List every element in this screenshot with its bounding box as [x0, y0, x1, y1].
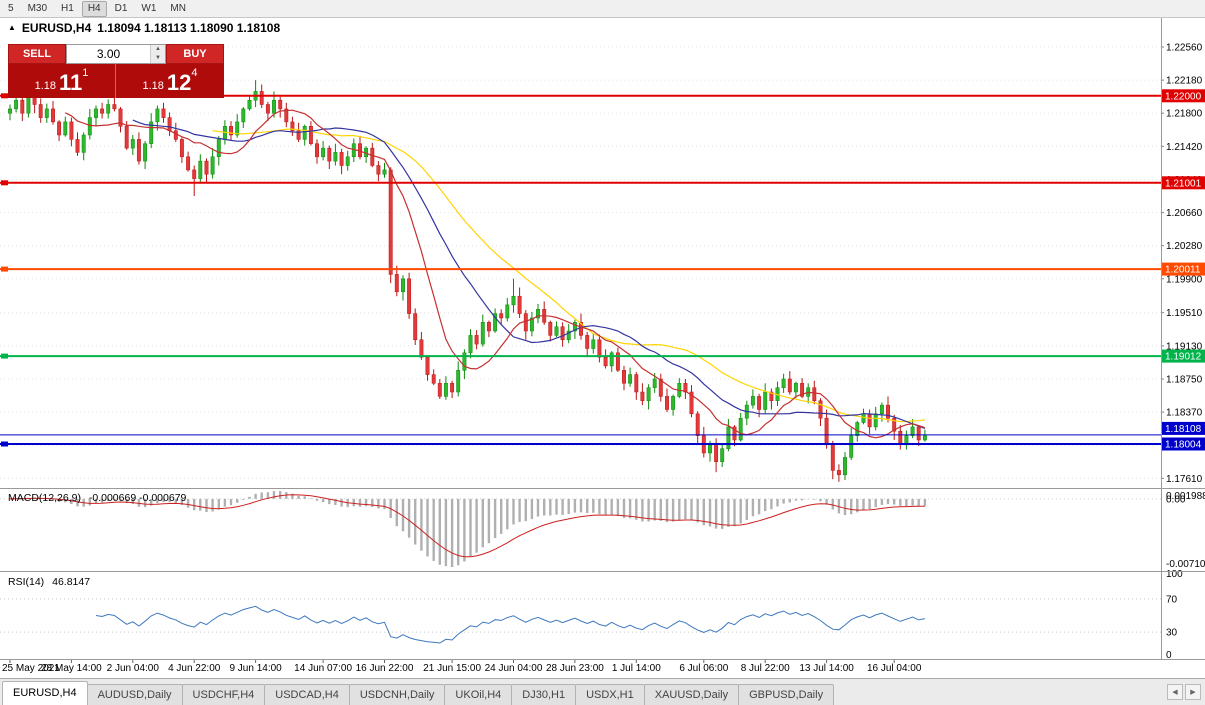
timeframe-button-m30[interactable]: M30 — [27, 2, 48, 14]
buy-button[interactable]: BUY — [166, 44, 224, 64]
svg-text:1.20280: 1.20280 — [1166, 241, 1203, 252]
tab-scroll-right-button[interactable]: ▶ — [1185, 684, 1201, 700]
timeframe-button-mn[interactable]: MN — [170, 2, 186, 14]
svg-text:0.001988: 0.001988 — [1166, 491, 1205, 502]
svg-text:25 May 2021: 25 May 2021 — [2, 663, 60, 674]
svg-text:1.21420: 1.21420 — [1166, 142, 1203, 153]
chart-tab-bar: EURUSD,H4 AUDUSD,Daily USDCHF,H4 USDCAD,H4 U… — [0, 678, 1205, 705]
timeframe-button-5[interactable]: 5 — [8, 2, 14, 14]
chart-tab-audusd-daily[interactable]: AUDUSD,Daily — [86, 684, 183, 705]
svg-text:1.18004: 1.18004 — [1165, 440, 1202, 451]
svg-text:2 Jun 04:00: 2 Jun 04:00 — [107, 663, 160, 674]
sell-price-base: 1.18 — [34, 80, 57, 92]
svg-text:1.19012: 1.19012 — [1165, 352, 1202, 363]
sell-price-point: 1 — [82, 67, 89, 79]
chart-tab-usdx-h1[interactable]: USDX,H1 — [575, 684, 645, 705]
buy-price-base: 1.18 — [142, 80, 164, 92]
timeframe-button-h1[interactable]: H1 — [61, 2, 74, 14]
svg-text:4 Jun 22:00: 4 Jun 22:00 — [168, 663, 221, 674]
timeframe-button-w1[interactable]: W1 — [141, 2, 157, 14]
chart-tab-eurusd-h4[interactable]: EURUSD,H4 — [2, 681, 88, 705]
svg-text:6 Jul 06:00: 6 Jul 06:00 — [679, 663, 728, 674]
chart-collapse-icon[interactable]: ▲ — [8, 23, 16, 32]
sell-price-pips: 11 — [59, 70, 83, 95]
svg-text:0: 0 — [1166, 650, 1172, 661]
panel-separators — [0, 18, 1205, 660]
sell-button[interactable]: SELL — [8, 44, 66, 64]
buy-price-pips: 12 — [166, 70, 192, 95]
timeframe-button-h4[interactable]: H4 — [81, 0, 107, 17]
svg-text:30: 30 — [1166, 628, 1178, 639]
horizontal-line-objects[interactable]: 1.22000 1.21001 1.20011 1.19012 1.18004 1.181… — [0, 89, 1205, 451]
svg-text:1.17610: 1.17610 — [1166, 474, 1203, 485]
timeframe-toolbar: 5 M30 H1 H4 D1 W1 MN — [0, 0, 1205, 18]
volume-spinner: ▲ ▼ — [150, 45, 165, 63]
buy-price-point: 4 — [191, 67, 198, 79]
svg-text:28 May 14:00: 28 May 14:00 — [41, 663, 102, 674]
svg-text:13 Jul 14:00: 13 Jul 14:00 — [799, 663, 854, 674]
svg-text:1.19510: 1.19510 — [1166, 308, 1203, 319]
chart-tab-usdcad-h4[interactable]: USDCAD,H4 — [264, 684, 350, 705]
macd-name: MACD(12,26,9) — [8, 492, 81, 504]
svg-text:1.19130: 1.19130 — [1166, 341, 1203, 352]
svg-text:1.20660: 1.20660 — [1166, 208, 1203, 219]
chart-symbol-label: EURUSD,H4 — [21, 21, 92, 35]
svg-text:9 Jun 14:00: 9 Jun 14:00 — [229, 663, 282, 674]
svg-text:70: 70 — [1166, 594, 1178, 605]
rsi-panel: 100 70 30 0 — [0, 569, 1183, 661]
svg-text:1.18108: 1.18108 — [1165, 424, 1202, 435]
volume-down-icon[interactable]: ▼ — [151, 54, 165, 63]
chart-tab-gbpusd-daily[interactable]: GBPUSD,Daily — [738, 684, 835, 705]
svg-text:1.22000: 1.22000 — [1165, 91, 1202, 102]
rsi-value: 46.8147 — [52, 576, 91, 588]
svg-text:21 Jun 15:00: 21 Jun 15:00 — [423, 663, 481, 674]
sell-price-display[interactable]: 1.18 11 1 — [8, 64, 116, 98]
macd-indicator-label: MACD(12,26,9) -0.000669 -0.000679 — [8, 492, 191, 504]
svg-text:8 Jul 22:00: 8 Jul 22:00 — [741, 663, 790, 674]
rsi-indicator-label: RSI(14) 46.8147 — [8, 576, 95, 588]
tab-scroll-controls: ◀ ▶ — [1167, 684, 1205, 705]
chart-title: ▲ EURUSD,H4 1.18094 1.18113 1.18090 1.18… — [8, 21, 280, 35]
svg-text:1.18370: 1.18370 — [1166, 408, 1203, 419]
chart-tab-xauusd-daily[interactable]: XAUUSD,Daily — [643, 684, 740, 705]
volume-up-icon[interactable]: ▲ — [151, 45, 165, 54]
chart-tab-usdchf-h4[interactable]: USDCHF,H4 — [181, 684, 266, 705]
volume-box: ▲ ▼ — [66, 44, 166, 64]
chart-tab-ukoil-h4[interactable]: UKOil,H4 — [444, 684, 513, 705]
svg-text:1.22560: 1.22560 — [1166, 43, 1203, 54]
candlestick-series — [8, 80, 927, 482]
volume-input[interactable] — [67, 45, 150, 63]
one-click-trading-panel: SELL ▲ ▼ BUY 1.18 11 1 1.18 — [8, 44, 224, 98]
svg-text:-0.00710: -0.00710 — [1166, 559, 1205, 570]
rsi-name: RSI(14) — [8, 576, 45, 588]
chart-tab-dj30-h1[interactable]: DJ30,H1 — [511, 684, 577, 705]
price-chart-canvas[interactable]: 1.225601.221801.218001.214201.210401.206… — [0, 18, 1205, 678]
buy-price-display[interactable]: 1.18 12 4 — [116, 64, 224, 98]
svg-text:14 Jun 07:00: 14 Jun 07:00 — [294, 663, 352, 674]
svg-text:1.21001: 1.21001 — [1165, 178, 1202, 189]
svg-text:28 Jun 23:00: 28 Jun 23:00 — [546, 663, 604, 674]
svg-text:1.18750: 1.18750 — [1166, 375, 1203, 386]
svg-text:16 Jun 22:00: 16 Jun 22:00 — [356, 663, 414, 674]
moving-average-lines — [65, 109, 926, 439]
svg-text:1.21800: 1.21800 — [1166, 109, 1203, 120]
svg-text:1.19900: 1.19900 — [1166, 274, 1203, 285]
chart-window: 1.225601.221801.218001.214201.210401.206… — [0, 18, 1205, 678]
svg-text:24 Jun 04:00: 24 Jun 04:00 — [485, 663, 543, 674]
svg-text:100: 100 — [1166, 569, 1183, 580]
svg-text:1.20011: 1.20011 — [1165, 265, 1201, 276]
chart-ohlc-values: 1.18094 1.18113 1.18090 1.18108 — [97, 21, 281, 35]
price-scale[interactable]: 1.225601.221801.218001.214201.210401.206… — [0, 43, 1203, 485]
svg-text:0.00: 0.00 — [1166, 494, 1186, 505]
svg-text:1 Jul 14:00: 1 Jul 14:00 — [612, 663, 661, 674]
svg-text:16 Jul 04:00: 16 Jul 04:00 — [867, 663, 922, 674]
svg-text:1.22180: 1.22180 — [1166, 76, 1203, 87]
chart-tab-usdcnh-daily[interactable]: USDCNH,Daily — [348, 684, 446, 705]
tab-scroll-left-button[interactable]: ◀ — [1167, 684, 1183, 700]
macd-values: -0.000669 -0.000679 — [88, 492, 187, 504]
timeframe-button-d1[interactable]: D1 — [114, 2, 128, 14]
